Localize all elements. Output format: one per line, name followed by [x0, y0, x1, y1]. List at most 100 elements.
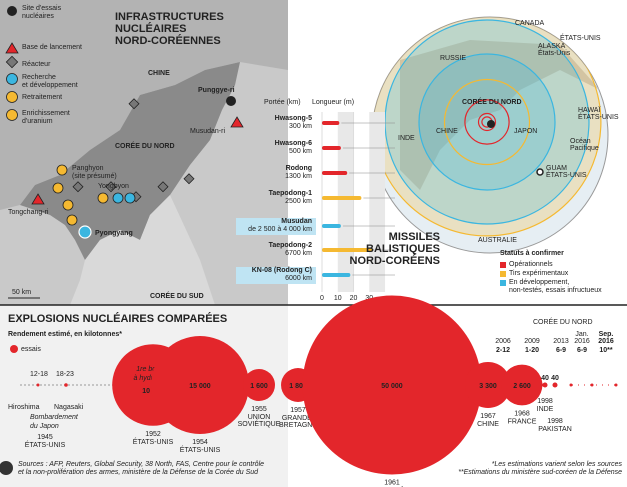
missiles-title: NORD-CORÉENS — [350, 254, 440, 267]
missile-name: Rodong — [286, 165, 312, 172]
icon-reprocessing — [6, 91, 18, 103]
missile-bar — [322, 121, 340, 125]
missile-range: 300 km — [289, 123, 312, 130]
asia-land — [400, 40, 600, 190]
map-launch — [230, 116, 244, 128]
status-swatch — [500, 280, 506, 286]
globe-label: CHINE — [436, 128, 458, 135]
missiles-title: MISSILES — [389, 231, 440, 243]
logo — [0, 461, 13, 475]
yield-label: 2 600 — [513, 383, 531, 390]
map-launch — [31, 193, 45, 205]
yield-label: 18-23 — [56, 371, 74, 378]
footnote: *Les estimations varient selon les sourc… — [492, 461, 623, 468]
nk-yield: 6-9 — [577, 347, 587, 354]
legend-label: Enrichissement — [22, 110, 70, 117]
globe-label: CANADA — [515, 20, 545, 27]
section-subtitle: Rendement estimé, en kilotonnes* — [8, 331, 122, 338]
place-label: (site présumé) — [72, 173, 117, 180]
globe-label: CORÉE DU NORD — [462, 97, 522, 106]
status-label: non-testés, essais infructueux — [509, 287, 602, 294]
map-enrichment — [62, 199, 74, 211]
globe-label: JAPON — [514, 128, 537, 135]
x-tick-label: 0 — [320, 295, 324, 302]
icon-reactor — [5, 55, 19, 69]
globe-label: AUSTRALIE — [478, 237, 517, 244]
yield-bubble — [243, 369, 275, 401]
year-label: 1967 — [480, 413, 496, 420]
x-tick-label: 20 — [350, 295, 358, 302]
nk-label: CORÉE DU NORD — [533, 317, 593, 326]
place-label: Punggye-ri — [198, 87, 235, 94]
globe-label: HAWAÏ — [578, 106, 600, 114]
map-enrichment — [66, 214, 78, 226]
map-reactor — [128, 98, 140, 110]
status-swatch — [500, 262, 506, 268]
nk-dot — [511, 383, 515, 387]
place-label: Pyongyang — [95, 230, 133, 237]
year-label: 1945 — [37, 434, 53, 441]
nk-dot — [569, 383, 573, 387]
nk-date: 2009 — [524, 338, 540, 345]
missile-bar — [322, 146, 341, 150]
status-title: Statuts à confirmer — [500, 250, 564, 257]
legend-test-dot — [10, 345, 18, 353]
nk-yield: 2-12 — [496, 347, 510, 354]
nk-date: 2016 — [574, 338, 590, 345]
range-ring — [443, 78, 531, 166]
range-ring — [464, 99, 510, 145]
legend-label: Site d'essais — [22, 5, 62, 12]
country-label: CORÉE DU SUD — [150, 291, 204, 300]
yield-label: 1 600 — [250, 383, 268, 390]
status-label: En développement, — [509, 279, 569, 286]
nk-date: 2016 — [598, 338, 614, 345]
missile-name: Taepodong-2 — [269, 242, 313, 249]
year-label: 1957 — [290, 407, 306, 414]
legend-label: nucléaires — [22, 13, 54, 20]
map-reactor — [157, 181, 169, 193]
country-label: CORÉE DU NORD — [115, 141, 175, 150]
map-research — [124, 192, 136, 204]
icon-test-site — [7, 6, 17, 16]
missile-name: Hwasong-6 — [275, 140, 312, 147]
tick-band — [369, 112, 386, 292]
missile-range: 2500 km — [285, 198, 312, 205]
missiles-title: BALISTIQUES — [366, 243, 440, 255]
yield-label: 12-18 — [30, 371, 48, 378]
status-label: Opérationnels — [509, 261, 553, 268]
year-label: 1952 — [145, 431, 161, 438]
missile-name: Hwasong-5 — [275, 115, 312, 122]
caption: Bombardement — [30, 414, 79, 421]
legend-label: Retraitement — [22, 94, 62, 101]
country-label: INDE — [537, 406, 554, 413]
globe-label: ÉTATS-UNIS — [578, 112, 619, 121]
yield-bubble — [542, 382, 548, 388]
country-label: UNION — [248, 414, 271, 421]
guam-marker — [536, 168, 544, 176]
tick-band — [337, 112, 354, 292]
scale-label: 50 km — [12, 289, 31, 296]
map-title: INFRASTRUCTURES — [115, 11, 224, 23]
globe-label: ÉTATS-UNIS — [560, 33, 601, 42]
south-korea-land — [70, 195, 215, 305]
legend-label: et développement — [22, 82, 78, 89]
globe-label: RUSSIE — [440, 55, 466, 62]
globe-label: ALASKA — [538, 43, 566, 50]
missile-name: Musudan — [281, 218, 312, 225]
missile-bar — [322, 224, 341, 228]
china-land — [0, 0, 288, 210]
missile-bar — [322, 248, 373, 252]
yield-bubble — [501, 364, 543, 406]
sources: et la non-prolifération des armes, minis… — [18, 469, 259, 476]
map-reactor — [72, 181, 84, 193]
note-label: 1re bombe — [136, 366, 170, 373]
nk-dot — [590, 383, 594, 387]
legend-label: essais — [21, 346, 41, 353]
small-dot — [64, 383, 68, 387]
map-title: NUCLÉAIRES — [115, 22, 187, 35]
missile-bar — [322, 196, 362, 200]
yield-label: 1 800 — [289, 383, 307, 390]
nk-yield: 1-20 — [525, 347, 539, 354]
